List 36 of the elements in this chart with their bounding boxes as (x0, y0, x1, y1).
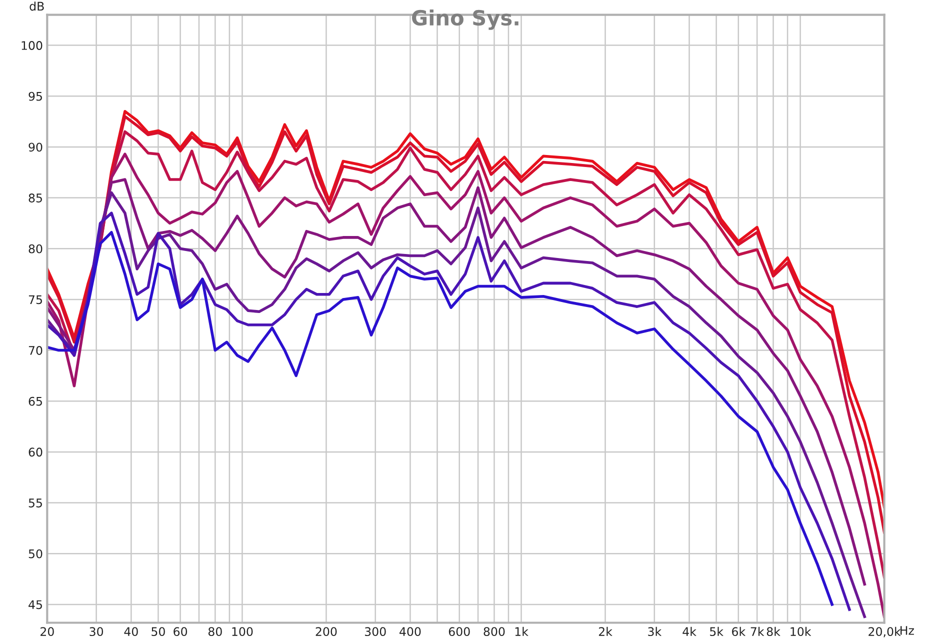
y-tick-label: 75 (28, 295, 42, 304)
y-tick-label: 65 (28, 396, 42, 406)
y-tick-label: 45 (28, 600, 42, 610)
x-tick-label: 800 (484, 627, 505, 636)
x-tick-label: 30 (90, 627, 104, 636)
x-tick-label: 1k (515, 626, 528, 636)
x-tick-label: 6k (732, 626, 746, 636)
x-tick-label: 100 (232, 627, 253, 636)
x-tick-label: 20 (40, 627, 54, 636)
x-tick-label: 200 (316, 627, 337, 636)
x-tick-label: 8k (766, 626, 780, 636)
x-tick-label: 80 (208, 627, 222, 636)
y-tick-label: 85 (28, 194, 42, 202)
y-tick-label: 50 (28, 549, 42, 558)
x-tick-label: 4k (682, 626, 696, 636)
y-tick-label: 100 (22, 41, 42, 50)
y-tick-label: 80 (28, 244, 42, 254)
y-tick-label: 95 (28, 92, 42, 101)
x-tick-label: 40 (124, 627, 138, 636)
x-tick-label: 3k (648, 626, 662, 636)
x-tick-label: 5k (710, 626, 724, 636)
y-tick-label: 60 (28, 448, 42, 457)
x-tick-label: 10k (790, 626, 812, 636)
y-tick-label: 70 (28, 346, 42, 355)
y-tick-label: 90 (28, 142, 42, 152)
y-tick-label: 55 (28, 498, 42, 508)
x-tick-label: 50 (152, 627, 165, 636)
x-tick-label: 60 (174, 627, 188, 636)
x-tick-label: 2k (598, 626, 612, 636)
x-tick-label: 20,0k (868, 626, 901, 638)
x-tick-label: 600 (448, 627, 470, 636)
x-tick-label: 7k (750, 626, 764, 636)
x-tick-label: 400 (400, 627, 421, 636)
y-axis-title: dB (30, 2, 44, 11)
x-axis-title: Hz (900, 626, 914, 635)
x-tick-label: 300 (364, 627, 386, 636)
